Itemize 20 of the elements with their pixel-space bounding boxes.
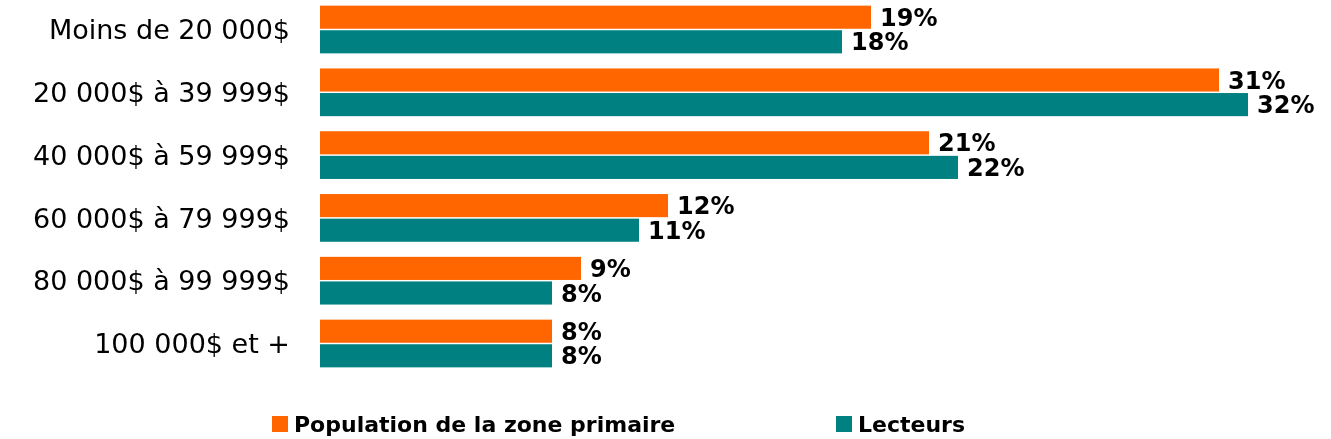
bar bbox=[320, 194, 668, 218]
bar bbox=[320, 155, 958, 179]
y-tick-label: 20 000$ à 39 999$ bbox=[32, 77, 290, 109]
bar bbox=[320, 256, 581, 280]
bar bbox=[320, 30, 842, 54]
bar bbox=[320, 218, 639, 242]
bar bbox=[320, 344, 552, 368]
bar bbox=[320, 5, 871, 29]
bar bbox=[320, 131, 929, 155]
legend-label: Lecteurs bbox=[858, 411, 966, 437]
bar bbox=[320, 319, 552, 343]
y-tick-label: 80 000$ à 99 999$ bbox=[32, 265, 290, 297]
bar bbox=[320, 68, 1219, 92]
bar bbox=[320, 93, 1248, 117]
y-tick-label: 100 000$ et + bbox=[94, 328, 290, 360]
legend-label: Population de la zone primaire bbox=[294, 411, 676, 437]
y-tick-label: Moins de 20 000$ bbox=[48, 14, 290, 46]
bar bbox=[320, 281, 552, 305]
y-tick-label: 60 000$ à 79 999$ bbox=[32, 202, 290, 234]
y-tick-label: 40 000$ à 59 999$ bbox=[32, 139, 290, 171]
